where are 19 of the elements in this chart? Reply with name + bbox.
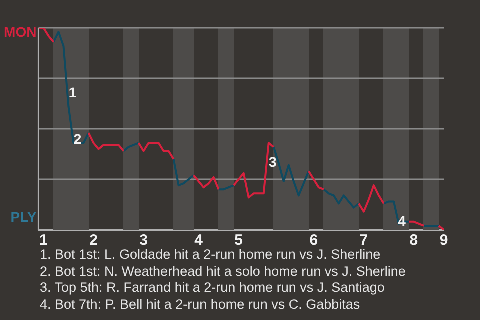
annotation: 1 [68,84,77,101]
text: 3. Top 5th: R. Farrand hit a 2-run home run vs J. Santiago [40,280,386,296]
x-tick-label: 5 [234,232,244,250]
text: 2. Bot 1st: N. Weatherhead hit a solo home run vs J. Sherline [40,264,406,280]
text: PLY [10,208,38,225]
annotation: 4 [398,212,406,229]
x-tick-label: 4 [194,232,204,250]
x-tick-label: 9 [440,232,448,250]
text: 1. Bot 1st: L. Goldade hit a 2-run home run vs J. Sherline [40,247,382,264]
text: MON [4,24,37,40]
x-tick-label: 6 [310,232,318,250]
x-tick-label: 7 [360,232,368,250]
text: 4. Bot 7th: P. Bell hit a 2-run home run vs C. Gabbitas [40,296,362,313]
x-tick-label: 1 [40,232,48,250]
x-tick-label: 2 [90,232,98,250]
x-tick-label: 8 [410,232,418,250]
annotation: 2 [74,131,82,147]
x-tick-label: 3 [140,232,148,250]
annotation: 3 [268,154,277,170]
